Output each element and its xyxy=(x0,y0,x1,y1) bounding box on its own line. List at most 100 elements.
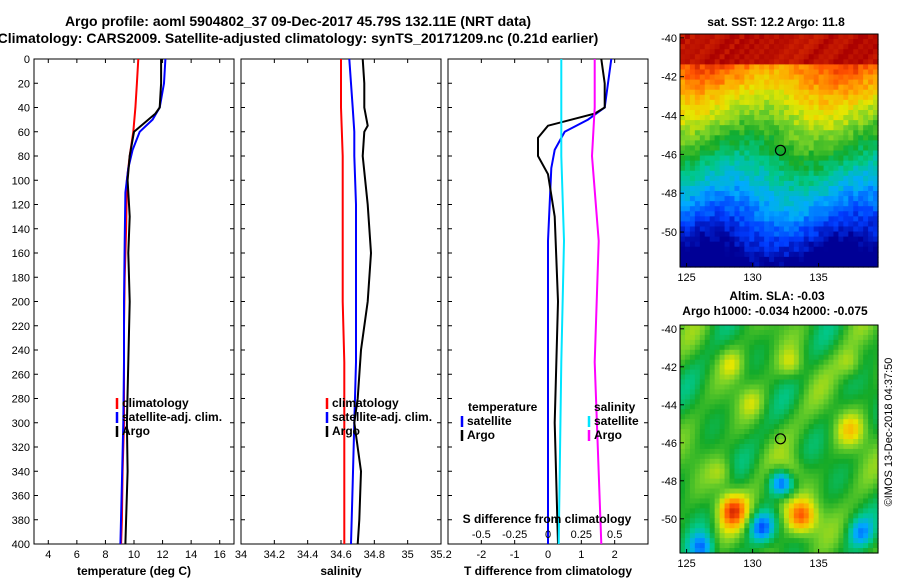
sst-map-panel: sat. SST: 12.2 Argo: 11.8 -40 -42 -44 -46 -4… xyxy=(661,15,879,284)
x-axis-label: T difference from climatology xyxy=(464,564,632,578)
depth-tick-label: 240 xyxy=(12,345,30,357)
heatmap-field xyxy=(680,325,879,554)
x-tick-label: 35 xyxy=(402,549,414,561)
depth-tick-label: 400 xyxy=(12,539,30,551)
depth-tick-label: 280 xyxy=(12,394,30,406)
series-s-argo xyxy=(590,59,603,545)
sla-map-panel: Altim. SLA: -0.03 Argo h1000: -0.034 h20… xyxy=(661,289,879,570)
depth-tick-label: 260 xyxy=(12,369,30,381)
legend-label-satellite: satellite-adj. clim. xyxy=(122,410,222,424)
series-t-satellite xyxy=(547,58,613,544)
depth-tick-label: 300 xyxy=(12,418,30,430)
legend-label-argo: Argo xyxy=(332,424,360,438)
map-lon-label: 125 xyxy=(677,558,695,570)
x-axis-label: temperature (deg C) xyxy=(77,564,191,578)
series-s-satellite xyxy=(557,59,566,545)
depth-tick-label: 120 xyxy=(12,200,30,212)
depth-tick-label: 20 xyxy=(18,78,30,90)
x-tick-label: 4 xyxy=(45,549,51,561)
map-frame xyxy=(679,324,879,554)
x-tick-label-top: -0.5 xyxy=(472,529,491,541)
legend-label-s-argo: Argo xyxy=(594,428,622,442)
legend-label-argo: Argo xyxy=(122,424,150,438)
map-lon-label: 130 xyxy=(743,558,761,570)
temperature-panel: 0 20 40 60 80 100 120 140 160 180 200 220 240 260 280 3… xyxy=(12,54,235,578)
argo-location-marker xyxy=(774,433,787,445)
x-axis-label: salinity xyxy=(320,564,362,578)
map-lat-label: -42 xyxy=(661,362,677,374)
x-tick-label: 35.2 xyxy=(430,549,451,561)
plot-frame xyxy=(33,58,235,545)
map-lat-label: -46 xyxy=(661,438,677,450)
series-argo xyxy=(353,58,373,545)
series-satellite xyxy=(348,58,357,545)
depth-tick-label: 200 xyxy=(12,297,30,309)
header-line2: Climatology: CARS2009. Satellite-adjuste… xyxy=(0,30,598,46)
x-tick-label: 34.6 xyxy=(330,549,351,561)
depth-tick-label: 340 xyxy=(12,466,30,478)
legend-label-satellite: satellite-adj. clim. xyxy=(332,410,432,424)
x-tick-label: 16 xyxy=(214,549,226,561)
series-t-argo xyxy=(537,58,606,545)
x-axis-label-top: S difference from climatology xyxy=(463,512,632,526)
depth-tick-label: 360 xyxy=(12,491,30,503)
depth-tick-label: 0 xyxy=(24,54,30,66)
x-tick-label-top: 0 xyxy=(545,529,551,541)
x-tick-label: 0 xyxy=(545,549,551,561)
map-lat-label: -50 xyxy=(661,514,677,526)
x-tick-label-top: -0.25 xyxy=(502,529,527,541)
map-lon-label: 135 xyxy=(809,558,827,570)
depth-tick-label: 80 xyxy=(18,151,30,163)
x-tick-label: 12 xyxy=(156,549,168,561)
x-tick-label-top: 0.5 xyxy=(607,529,622,541)
sst-map-title: sat. SST: 12.2 Argo: 11.8 xyxy=(707,15,845,29)
sla-map-title-line1: Altim. SLA: -0.03 xyxy=(729,289,825,303)
depth-tick-label: 160 xyxy=(12,248,30,260)
series-argo xyxy=(124,59,163,545)
x-tick-label-top: 0.25 xyxy=(571,529,592,541)
header-line1: Argo profile: aoml 5904802_37 09-Dec-201… xyxy=(65,13,531,29)
legend-salinity-header: salinity xyxy=(594,400,636,414)
series-climatology xyxy=(340,59,346,544)
map-frame xyxy=(679,33,879,268)
x-tick-label: 14 xyxy=(185,549,197,561)
salinity-panel: 34 34.2 34.4 34.6 34.8 35 35.2 salinity climatol… xyxy=(235,58,452,578)
legend-label-climatology: climatology xyxy=(122,396,189,410)
legend-label-climatology: climatology xyxy=(332,396,399,410)
map-lon-label: 135 xyxy=(809,272,827,284)
depth-tick-label: 320 xyxy=(12,442,30,454)
x-tick-label: 34.8 xyxy=(364,549,385,561)
map-lat-label: -46 xyxy=(661,149,677,161)
map-lat-label: -44 xyxy=(661,400,677,412)
depth-tick-label: 100 xyxy=(12,175,30,187)
map-lon-label: 125 xyxy=(677,272,695,284)
map-lat-label: -48 xyxy=(661,476,677,488)
x-tick-label: 10 xyxy=(128,549,140,561)
map-lat-label: -40 xyxy=(661,33,677,45)
x-tick-label: 8 xyxy=(102,549,108,561)
x-tick-label: 34.4 xyxy=(297,549,318,561)
legend-label-s-satellite: satellite xyxy=(594,414,639,428)
sla-map-title-line2: Argo h1000: -0.034 h2000: -0.075 xyxy=(682,304,868,318)
x-tick-label: 1 xyxy=(578,549,584,561)
legend-temperature-header: temperature xyxy=(468,400,538,414)
depth-tick-label: 140 xyxy=(12,224,30,236)
x-tick-label: 34.2 xyxy=(264,549,285,561)
difference-panel: -2 -1 0 1 2 T difference from climatology temp… xyxy=(447,58,649,578)
x-tick-label: 2 xyxy=(612,549,618,561)
legend-label-t-satellite: satellite xyxy=(467,414,512,428)
depth-tick-label: 40 xyxy=(18,103,30,115)
depth-tick-label: 380 xyxy=(12,515,30,527)
depth-tick-label: 180 xyxy=(12,272,30,284)
depth-tick-label: 60 xyxy=(18,127,30,139)
map-lon-label: 130 xyxy=(743,272,761,284)
depth-tick-label: 220 xyxy=(12,321,30,333)
x-tick-label: 6 xyxy=(74,549,80,561)
map-lat-label: -40 xyxy=(661,324,677,336)
map-lat-label: -50 xyxy=(661,227,677,239)
map-lat-label: -42 xyxy=(661,72,677,84)
x-tick-label: -1 xyxy=(510,549,520,561)
x-tick-label: 34 xyxy=(235,549,247,561)
map-lat-label: -48 xyxy=(661,188,677,200)
